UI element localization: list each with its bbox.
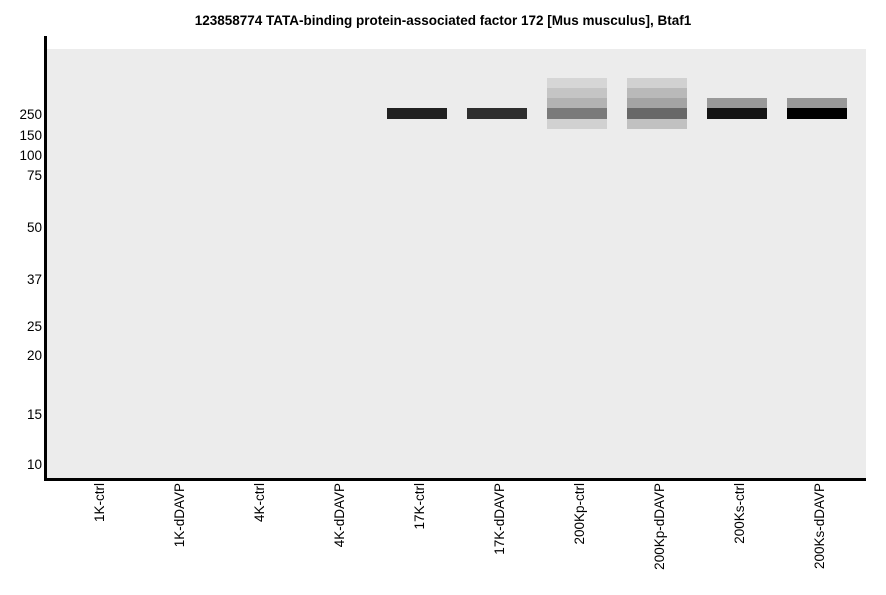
blot-band-200Kp-ctrl [547, 78, 607, 88]
x-tick-label-200Kp-ctrl: 200Kp-ctrl [572, 483, 587, 545]
blot-band-200Ks-ctrl [707, 98, 767, 108]
y-tick-label-15: 15 [26, 407, 42, 422]
blot-band-200Kp-dDAVP [627, 78, 687, 88]
blot-band-200Kp-dDAVP [627, 88, 687, 98]
y-tick-label-150: 150 [19, 128, 42, 143]
plot-area [47, 49, 866, 478]
blot-band-17K-dDAVP [467, 108, 527, 119]
x-tick-label-17K-dDAVP: 17K-dDAVP [492, 483, 507, 555]
y-tick-label-75: 75 [26, 168, 42, 183]
blot-band-17K-ctrl [387, 108, 447, 119]
x-tick-label-17K-ctrl: 17K-ctrl [412, 483, 427, 530]
x-tick-label-4K-ctrl: 4K-ctrl [252, 483, 267, 523]
y-tick-label-10: 10 [26, 457, 42, 472]
blot-band-200Ks-dDAVP [787, 108, 847, 119]
blot-band-200Ks-dDAVP [787, 98, 847, 108]
blot-band-200Kp-ctrl [547, 119, 607, 129]
blot-band-200Kp-dDAVP [627, 108, 687, 119]
blot-band-200Kp-ctrl [547, 88, 607, 98]
blot-band-200Kp-dDAVP [627, 119, 687, 129]
x-tick-label-200Kp-dDAVP: 200Kp-dDAVP [652, 483, 667, 570]
chart-title: 123858774 TATA-binding protein-associate… [194, 13, 692, 28]
x-tick-label-200Ks-ctrl: 200Ks-ctrl [732, 483, 747, 544]
x-tick-label-4K-dDAVP: 4K-dDAVP [332, 483, 347, 548]
blot-band-200Kp-ctrl [547, 98, 607, 108]
y-tick-label-20: 20 [26, 348, 42, 363]
x-tick-label-200Ks-dDAVP: 200Ks-dDAVP [812, 483, 827, 570]
y-tick-label-50: 50 [26, 220, 42, 235]
y-axis-line [44, 36, 47, 481]
x-axis-line [44, 478, 866, 481]
blot-band-200Ks-ctrl [707, 108, 767, 119]
y-tick-label-37: 37 [26, 272, 42, 287]
x-tick-label-1K-ctrl: 1K-ctrl [92, 483, 107, 523]
y-tick-label-250: 250 [19, 107, 42, 122]
x-tick-label-1K-dDAVP: 1K-dDAVP [172, 483, 187, 548]
y-tick-label-25: 25 [26, 319, 42, 334]
y-tick-label-100: 100 [19, 148, 42, 163]
blot-band-200Kp-dDAVP [627, 98, 687, 108]
blot-band-200Kp-ctrl [547, 108, 607, 119]
